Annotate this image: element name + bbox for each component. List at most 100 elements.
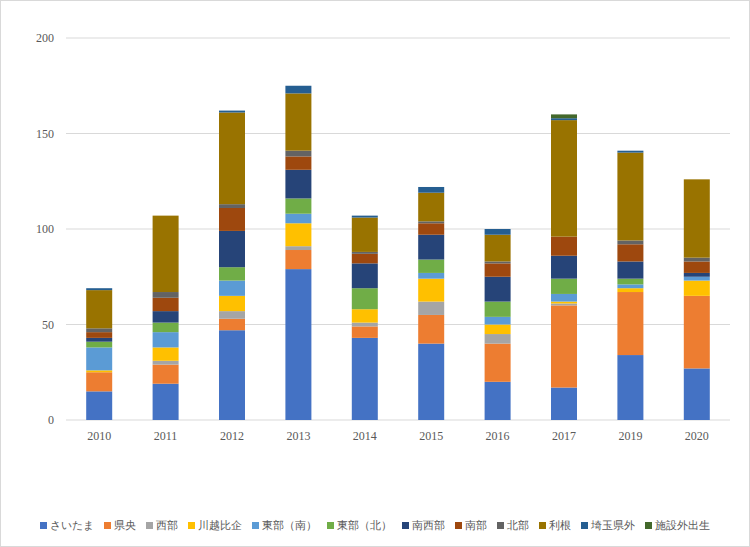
bar-segment: [352, 254, 378, 264]
bar-segment: [551, 388, 577, 420]
legend-label: 南部: [465, 519, 487, 531]
legend-label: 利根: [549, 519, 571, 531]
bar-segment: [285, 214, 311, 224]
legend-label: 南西部: [412, 519, 445, 531]
legend-label: 東部（北）: [337, 519, 392, 531]
bar-segment: [551, 302, 577, 304]
bar-segment: [485, 261, 511, 263]
bar-segment: [551, 114, 577, 118]
bar-segment: [684, 261, 710, 272]
legend-swatch: [539, 522, 546, 529]
bar-segment: [285, 269, 311, 420]
x-tick-label: 2019: [618, 429, 642, 443]
bar-segment: [684, 179, 710, 257]
x-tick-label: 2017: [552, 429, 576, 443]
legend-swatch: [497, 522, 504, 529]
bar-segment: [153, 361, 179, 365]
bar-segment: [684, 273, 710, 277]
bar-segment: [617, 288, 643, 292]
bar-segment: [418, 193, 444, 222]
bar-segment: [352, 263, 378, 288]
bar-segment: [617, 261, 643, 278]
legend-swatch: [645, 522, 652, 529]
bar-segment: [551, 294, 577, 302]
bar-segment: [485, 344, 511, 382]
bar-segment: [418, 273, 444, 279]
bar-segment: [551, 279, 577, 294]
bar-segment: [153, 215, 179, 216]
bar-segment: [153, 311, 179, 322]
bar-segment: [485, 277, 511, 302]
bar-segment: [219, 112, 245, 204]
bar-segment: [285, 223, 311, 246]
bar-segment: [684, 296, 710, 369]
bar-segment: [617, 292, 643, 355]
bar-segment: [485, 263, 511, 276]
bar-segment: [153, 216, 179, 292]
bar-segment: [485, 302, 511, 317]
bar-segment: [617, 153, 643, 241]
bar-segment: [684, 281, 710, 296]
y-tick-label: 50: [42, 318, 54, 332]
bar-segment: [617, 240, 643, 244]
grid-line: [66, 38, 730, 39]
bar-segment: [86, 342, 112, 348]
bar-segment: [86, 391, 112, 420]
bar-segment: [617, 355, 643, 420]
bar-segment: [617, 284, 643, 288]
bar-segment: [617, 151, 643, 153]
bar-segment: [551, 256, 577, 279]
bar-segment: [352, 309, 378, 322]
legend-swatch: [104, 522, 111, 529]
bar-segment: [219, 110, 245, 111]
legend-swatch: [327, 522, 334, 529]
bar-segment: [617, 279, 643, 285]
grid-line: [66, 133, 730, 134]
bar-segment: [684, 258, 710, 262]
bar-segment: [684, 277, 710, 281]
bar-segment: [418, 344, 444, 420]
legend-swatch: [581, 522, 588, 529]
bar-segment: [285, 93, 311, 150]
bar-segment: [485, 334, 511, 344]
bar-segment: [418, 186, 444, 187]
bar-segment: [617, 244, 643, 261]
legend-swatch: [455, 522, 462, 529]
bar-segment: [551, 237, 577, 256]
bar-segment: [684, 179, 710, 180]
bar-segment: [219, 311, 245, 319]
x-tick-label: 2012: [220, 429, 244, 443]
bar-segment: [219, 281, 245, 296]
legend-label: 北部: [507, 519, 529, 531]
x-tick-label: 2013: [286, 429, 310, 443]
bar-segment: [684, 179, 710, 180]
bar-segment: [86, 370, 112, 372]
bar-segment: [219, 204, 245, 208]
bar-segment: [617, 150, 643, 151]
bar-segment: [352, 288, 378, 309]
bar-segment: [285, 198, 311, 213]
bar-segment: [418, 223, 444, 234]
bar-segment: [352, 215, 378, 216]
x-tick-label: 2011: [154, 429, 178, 443]
x-tick-label: 2016: [486, 429, 510, 443]
legend-label: 東部（南）: [262, 519, 317, 531]
bar-segment: [153, 298, 179, 311]
bar-segment: [219, 111, 245, 113]
bar-segment: [485, 325, 511, 335]
bar-segment: [153, 384, 179, 420]
bar-segment: [86, 347, 112, 370]
y-tick-label: 150: [36, 127, 54, 141]
bar-segment: [418, 315, 444, 344]
x-tick-label: 2010: [87, 429, 111, 443]
bar-segment: [418, 187, 444, 193]
bar-segment: [684, 368, 710, 420]
bar-segment: [352, 338, 378, 420]
y-tick-label: 200: [36, 31, 54, 45]
bar-segment: [285, 246, 311, 250]
chart: 0501001502002010201120122013201420152016…: [0, 0, 750, 547]
bar-segment: [86, 328, 112, 332]
bar-segment: [86, 290, 112, 328]
bar-segment: [418, 279, 444, 302]
bar-segment: [418, 221, 444, 223]
